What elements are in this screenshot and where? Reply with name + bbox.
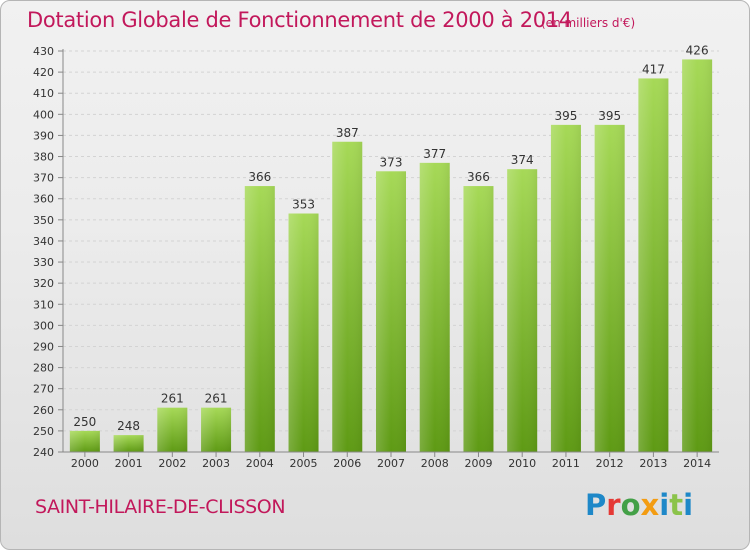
bar-shine	[419, 162, 450, 452]
y-tick-label: 340	[33, 235, 54, 248]
y-tick-label: 420	[33, 66, 54, 79]
value-label: 374	[511, 153, 534, 167]
y-tick-label: 240	[33, 446, 54, 459]
bars	[69, 59, 713, 453]
bar-shine	[550, 124, 581, 453]
value-label: 353	[292, 198, 315, 212]
y-tick-label: 310	[33, 298, 54, 311]
bar-shine	[157, 407, 188, 452]
bar-shine	[376, 171, 406, 453]
x-tick-label: 2004	[246, 457, 274, 470]
value-label: 387	[336, 126, 359, 140]
bar-shine	[594, 124, 625, 453]
y-tick-label: 300	[33, 319, 54, 332]
x-tick-label: 2014	[683, 457, 711, 470]
y-tick-label: 410	[33, 87, 54, 100]
value-label: 261	[161, 392, 184, 406]
value-label: 261	[205, 392, 228, 406]
proxiti-logo: Proxiti	[585, 488, 694, 522]
y-tick-label: 280	[33, 362, 54, 375]
x-tick-label: 2006	[333, 457, 361, 470]
y-tick-label: 260	[33, 404, 54, 417]
y-axis-ticks: 240 250 260 270 280 290 300 310 320 330 340 350 360 3…	[33, 45, 63, 459]
bar-shine	[332, 141, 363, 452]
bar-shine	[113, 435, 144, 452]
y-tick-label: 290	[33, 340, 54, 353]
x-tick-label: 2009	[464, 457, 492, 470]
x-tick-label: 2013	[639, 457, 667, 470]
bar-shine	[507, 169, 538, 453]
value-label: 426	[686, 43, 709, 57]
bar-shine	[244, 186, 275, 453]
value-label: 417	[642, 62, 665, 76]
y-tick-label: 270	[33, 383, 54, 396]
value-label: 248	[117, 419, 140, 433]
bar-shine	[682, 59, 713, 452]
bar-shine	[638, 78, 669, 453]
value-label: 366	[248, 170, 271, 184]
y-tick-label: 430	[33, 45, 54, 58]
bar-shine	[69, 430, 100, 452]
axes	[62, 49, 719, 453]
y-tick-label: 350	[33, 214, 54, 227]
y-tick-label: 400	[33, 108, 54, 121]
chart-subtitle: (en milliers d'€)	[541, 16, 636, 30]
x-axis-ticks: 2000 2001 2002 2003 2004 2005 2006 2007 2008 2009…	[71, 452, 711, 470]
bar-shine	[463, 186, 494, 453]
y-tick-label: 330	[33, 256, 54, 269]
x-tick-label: 2005	[290, 457, 318, 470]
x-tick-label: 2002	[158, 457, 186, 470]
x-tick-label: 2007	[377, 457, 405, 470]
bar-shine	[201, 407, 232, 452]
value-label: 250	[73, 415, 96, 429]
x-tick-label: 2003	[202, 457, 230, 470]
y-tick-label: 370	[33, 172, 54, 185]
x-tick-label: 2000	[71, 457, 99, 470]
bar-shine	[288, 213, 319, 452]
x-tick-label: 2011	[552, 457, 580, 470]
value-label: 366	[467, 170, 490, 184]
chart-title: Dotation Globale de Fonctionnement de 20…	[27, 8, 572, 32]
y-tick-label: 250	[33, 425, 54, 438]
y-tick-label: 320	[33, 277, 54, 290]
value-label: 373	[380, 155, 403, 169]
x-tick-label: 2008	[421, 457, 449, 470]
value-label: 377	[423, 147, 446, 161]
y-tick-label: 390	[33, 129, 54, 142]
y-tick-label: 360	[33, 193, 54, 206]
y-tick-label: 380	[33, 151, 54, 164]
place-name: SAINT-HILAIRE-DE-CLISSON	[35, 496, 286, 518]
value-labels: 250 248 261 261 366 353 387 373 377 366 374 395 395 4…	[73, 43, 708, 433]
x-tick-label: 2012	[596, 457, 624, 470]
x-tick-label: 2010	[508, 457, 536, 470]
value-label: 395	[598, 109, 621, 123]
value-label: 395	[554, 109, 577, 123]
x-tick-label: 2001	[115, 457, 143, 470]
